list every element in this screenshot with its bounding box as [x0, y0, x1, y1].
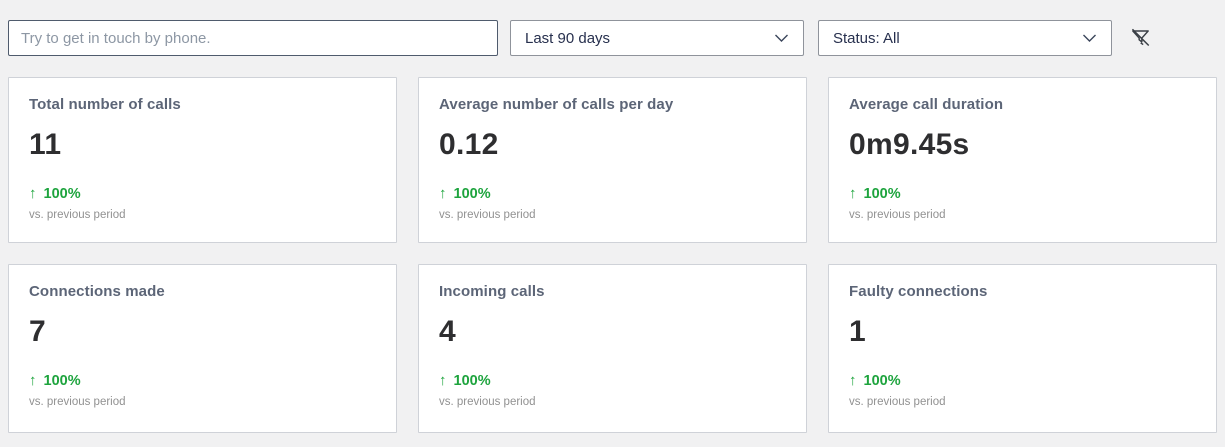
card-title: Incoming calls [439, 283, 545, 300]
trend-value: 100% [453, 372, 491, 389]
trend-note: vs. previous period [849, 209, 946, 221]
chevron-down-icon [774, 33, 789, 43]
trend-note: vs. previous period [439, 396, 536, 408]
card-value: 1 [849, 315, 866, 348]
date-range-select[interactable]: Last 90 days [510, 20, 804, 56]
trend-indicator: ↑ 100% [29, 185, 376, 202]
stat-card-total-calls: Total number of calls 11 ↑ 100% vs. prev… [8, 77, 397, 243]
trend-up-arrow-icon: ↑ [29, 185, 37, 202]
trend-note: vs. previous period [29, 396, 126, 408]
chevron-down-icon [1082, 33, 1097, 43]
trend-note: vs. previous period [439, 209, 536, 221]
trend-indicator: ↑ 100% [849, 372, 1196, 389]
trend-note: vs. previous period [849, 396, 946, 408]
status-selected-value: Status: All [833, 29, 900, 47]
trend-value: 100% [43, 372, 81, 389]
card-value: 0.12 [439, 128, 499, 161]
stat-card-connections-made: Connections made 7 ↑ 100% vs. previous p… [8, 264, 397, 433]
trend-value: 100% [863, 372, 901, 389]
stat-card-avg-call-duration: Average call duration 0m9.45s ↑ 100% vs.… [828, 77, 1217, 243]
card-value: 4 [439, 315, 456, 348]
trend-indicator: ↑ 100% [439, 372, 786, 389]
trend-value: 100% [863, 185, 901, 202]
trend-up-arrow-icon: ↑ [849, 185, 857, 202]
trend-up-arrow-icon: ↑ [849, 372, 857, 389]
clear-filters-button[interactable] [1126, 25, 1154, 53]
trend-up-arrow-icon: ↑ [439, 372, 447, 389]
trend-value: 100% [453, 185, 491, 202]
search-input[interactable] [8, 20, 498, 56]
card-value: 7 [29, 315, 46, 348]
trend-note: vs. previous period [29, 209, 126, 221]
status-select[interactable]: Status: All [818, 20, 1112, 56]
card-value: 11 [29, 128, 62, 161]
stat-card-incoming-calls: Incoming calls 4 ↑ 100% vs. previous per… [418, 264, 807, 433]
card-title: Faulty connections [849, 283, 988, 300]
card-title: Connections made [29, 283, 165, 300]
stat-card-faulty-connections: Faulty connections 1 ↑ 100% vs. previous… [828, 264, 1217, 433]
trend-up-arrow-icon: ↑ [29, 372, 37, 389]
card-title: Total number of calls [29, 96, 181, 113]
trend-indicator: ↑ 100% [29, 372, 376, 389]
card-title: Average number of calls per day [439, 96, 674, 113]
date-range-selected-value: Last 90 days [525, 29, 611, 47]
trend-up-arrow-icon: ↑ [439, 185, 447, 202]
filter-off-icon [1129, 26, 1152, 52]
trend-value: 100% [43, 185, 81, 202]
card-value: 0m9.45s [849, 128, 970, 161]
card-title: Average call duration [849, 96, 1004, 113]
trend-indicator: ↑ 100% [439, 185, 786, 202]
stat-card-avg-calls-per-day: Average number of calls per day 0.12 ↑ 1… [418, 77, 807, 243]
trend-indicator: ↑ 100% [849, 185, 1196, 202]
